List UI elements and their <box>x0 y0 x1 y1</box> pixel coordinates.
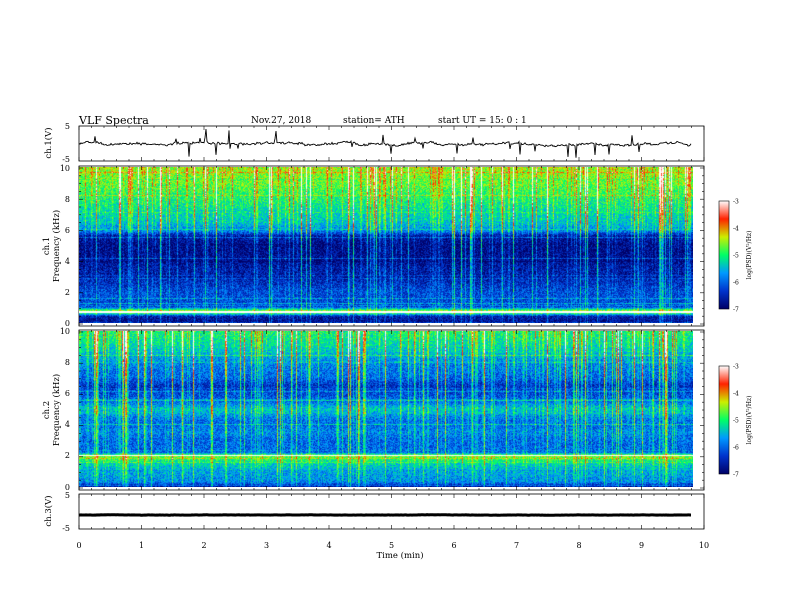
ch1-colorbar: -3 -4 -5 -6 -7 log(PSD)(V²/Hz) <box>718 199 753 314</box>
chart-title: VLF Spectra <box>78 114 149 127</box>
x-tick-label: 5 <box>389 541 394 550</box>
ch2-spec-ytick-6: 6 <box>65 389 70 398</box>
colorbar-tick-label: -6 <box>733 445 739 452</box>
x-tick-label: 6 <box>451 541 456 550</box>
panel-tick-marks <box>78 126 705 529</box>
colorbar-tick-label: -5 <box>733 418 739 425</box>
x-axis-tick-labels: 0 1 2 3 4 5 6 7 8 9 10 <box>76 541 709 550</box>
ch2-colorbar-gradient <box>719 366 729 474</box>
ch2-colorbar-ticks: -3 -4 -5 -6 -7 <box>733 364 739 479</box>
ch2-spec-ytick-4: 4 <box>65 420 70 429</box>
ch3-waveform-panel: 5 -5 ch.3(V) <box>43 491 705 533</box>
colorbar-tick-label: -7 <box>733 472 739 479</box>
ch2-colorbar-frame <box>718 365 730 475</box>
ch1-spectrogram-image <box>79 167 693 323</box>
x-tick-label: 2 <box>201 541 206 550</box>
ch3-waveform-trace <box>78 513 691 517</box>
ch1-spec-channel-label: ch.1 <box>42 237 52 255</box>
ch1-waveform-ylabel: ch.1(V) <box>43 127 54 158</box>
ch3-waveform-ylabel: ch.3(V) <box>43 495 54 526</box>
ch2-spec-ytick-2: 2 <box>65 451 70 460</box>
ch2-spectrogram-panel: 10 8 6 4 2 0 ch.2 Frequency (kHz) <box>42 327 705 492</box>
x-tick-label: 3 <box>264 541 269 550</box>
ch1-waveform-frame <box>78 125 705 162</box>
x-tick-label: 1 <box>139 541 144 550</box>
colorbar-tick-label: -7 <box>733 307 739 314</box>
ch2-spec-ytick-0: 0 <box>65 483 70 492</box>
x-tick-label: 9 <box>639 541 644 550</box>
ch1-ytick-bottom: -5 <box>62 155 70 164</box>
x-tick-label: 0 <box>76 541 81 550</box>
ch3-waveform-frame <box>78 493 705 530</box>
ch1-waveform-trace <box>78 129 692 158</box>
ch3-ytick-top: 5 <box>65 491 70 500</box>
ch2-spec-channel-label: ch.2 <box>42 401 52 419</box>
ch1-waveform-panel: 5 -5 ch.1(V) <box>43 122 705 164</box>
ch1-spec-ytick-4: 4 <box>65 257 70 266</box>
ch2-spectrogram-image <box>79 331 693 487</box>
x-tick-label: 7 <box>514 541 519 550</box>
x-axis-label: Time (min) <box>376 550 423 561</box>
ch1-ytick-top: 5 <box>65 122 70 131</box>
ch2-colorbar: -3 -4 -5 -6 -7 log(PSD)(V²/Hz) <box>718 364 753 479</box>
x-tick-label: 10 <box>699 541 709 550</box>
ch1-colorbar-frame <box>718 200 730 310</box>
colorbar-tick-label: -3 <box>733 364 739 371</box>
colorbar-tick-label: -5 <box>733 253 739 260</box>
header-start-time: start UT = 15: 0 : 1 <box>438 116 527 126</box>
x-tick-label: 4 <box>326 541 331 550</box>
ch1-spec-ytick-8: 8 <box>65 195 70 204</box>
ch2-colorbar-label: log(PSD)(V²/Hz) <box>746 396 753 445</box>
ch1-spec-ytick-2: 2 <box>65 288 70 297</box>
x-tick-label: 8 <box>576 541 581 550</box>
colorbar-tick-label: -4 <box>733 226 739 233</box>
ch1-colorbar-gradient <box>719 201 729 309</box>
colorbar-tick-label: -6 <box>733 280 739 287</box>
ch1-spec-ytick-0: 0 <box>65 319 70 328</box>
ch1-spec-ytick-10: 10 <box>60 164 70 173</box>
ch1-colorbar-ticks: -3 -4 -5 -6 -7 <box>733 199 739 314</box>
ch2-spec-ytick-8: 8 <box>65 358 70 367</box>
ch3-ytick-bottom: -5 <box>62 524 70 533</box>
header-station: station= ATH <box>343 116 405 126</box>
ch1-spectrogram-panel: 10 8 6 4 2 0 ch.1 Frequency (kHz) <box>42 164 705 328</box>
colorbar-tick-label: -3 <box>733 199 739 206</box>
ch1-spec-ylabel: Frequency (kHz) <box>51 210 62 282</box>
ch2-spec-ytick-10: 10 <box>60 327 70 336</box>
ch1-spec-ytick-6: 6 <box>65 226 70 235</box>
ch2-spec-ylabel: Frequency (kHz) <box>51 374 62 446</box>
header-date: Nov.27, 2018 <box>251 116 312 126</box>
ch1-colorbar-label: log(PSD)(V²/Hz) <box>746 231 753 280</box>
colorbar-tick-label: -4 <box>733 391 739 398</box>
